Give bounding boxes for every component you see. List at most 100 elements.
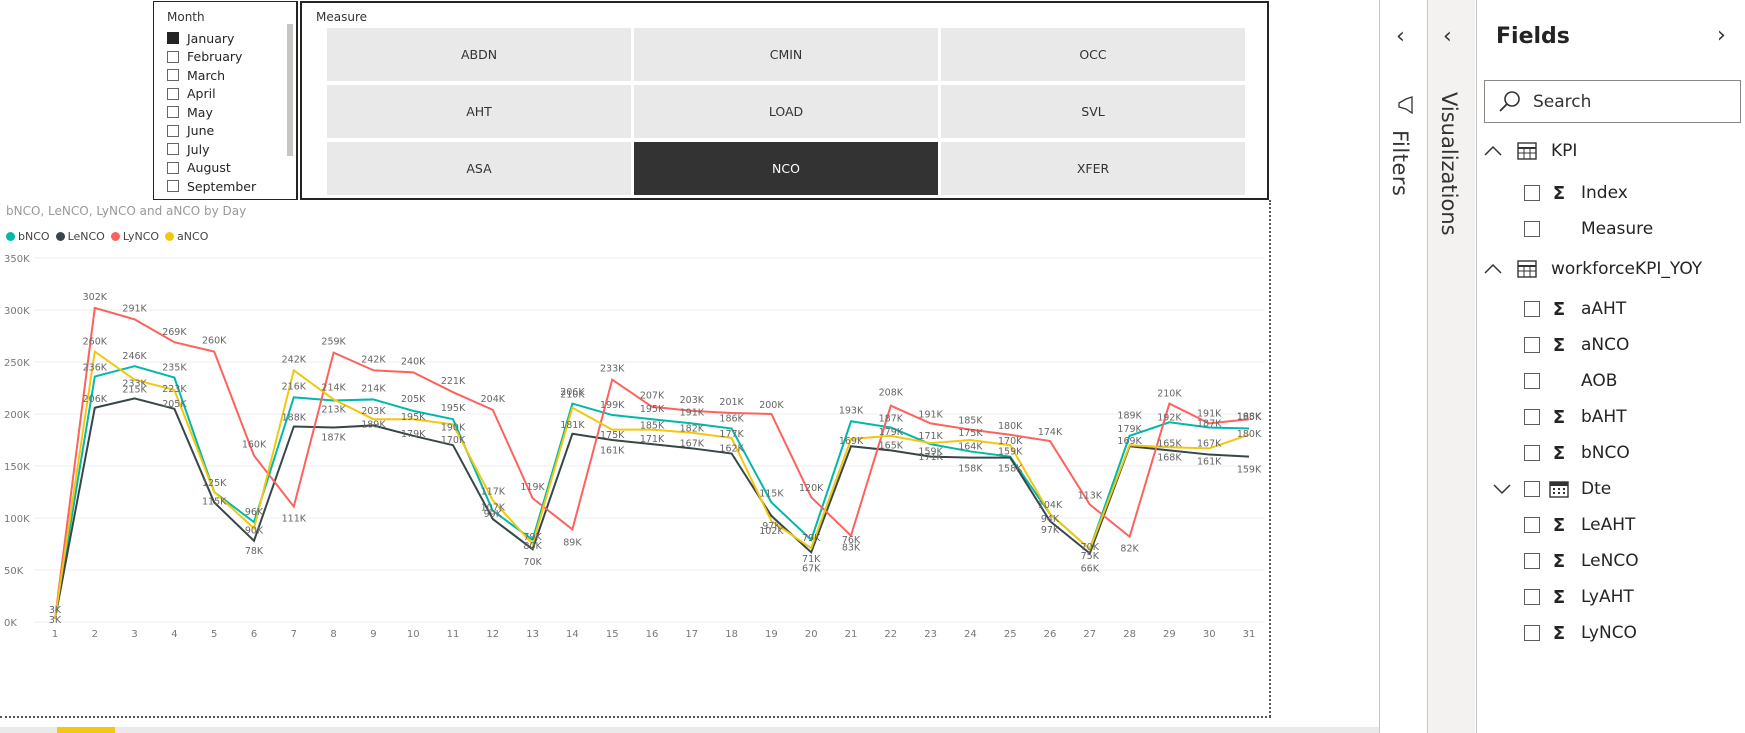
measure-button-xfer[interactable]: XFER <box>941 142 1245 195</box>
measure-button-occ[interactable]: OCC <box>941 28 1245 81</box>
month-option-march[interactable]: March <box>167 66 225 84</box>
field-checkbox[interactable] <box>1524 409 1540 425</box>
field-table-label: workforceKPI_YOY <box>1551 259 1703 279</box>
fields-collapse-chevron-icon[interactable]: › <box>1717 23 1726 48</box>
month-slicer-title: Month <box>167 10 205 24</box>
field-checkbox[interactable] <box>1524 221 1540 237</box>
field-checkbox[interactable] <box>1524 481 1540 497</box>
field-measure[interactable]: ΣMeasure <box>1524 214 1653 244</box>
month-checkbox[interactable] <box>167 50 179 63</box>
field-checkbox[interactable] <box>1524 589 1540 605</box>
field-checkbox[interactable] <box>1524 553 1540 569</box>
pane-divider <box>1379 0 1380 733</box>
month-checkbox[interactable] <box>167 69 179 81</box>
field-checkbox[interactable] <box>1524 373 1540 389</box>
data-label: 207K <box>640 391 665 402</box>
legend-item-bnco[interactable]: bNCO <box>6 230 50 243</box>
field-checkbox[interactable] <box>1524 185 1540 201</box>
visualizations-pane-label[interactable]: Visualizations <box>1437 92 1461 236</box>
month-option-april[interactable]: April <box>167 85 216 103</box>
field-lenco[interactable]: Σ LeNCO <box>1524 546 1639 576</box>
month-checkbox[interactable] <box>167 161 179 174</box>
x-tick-label: 18 <box>725 629 738 640</box>
data-label: 201K <box>719 397 744 408</box>
fields-search-input[interactable] <box>1531 90 1725 113</box>
data-label: 206K <box>560 387 585 398</box>
data-label: 66K <box>1081 563 1100 574</box>
month-checkbox[interactable] <box>167 143 179 155</box>
visualizations-expand-chevron-icon[interactable]: ‹ <box>1443 24 1452 49</box>
field-aob[interactable]: ΣAOB <box>1524 366 1617 396</box>
field-leaht[interactable]: Σ LeAHT <box>1524 510 1635 540</box>
field-table-kpi[interactable]: KPI <box>1483 136 1577 166</box>
data-label: 71K <box>802 554 821 565</box>
month-option-label: September <box>187 178 257 194</box>
field-label: LeNCO <box>1581 551 1639 571</box>
month-checkbox[interactable] <box>167 32 179 44</box>
page-scrollbar[interactable] <box>0 727 1430 733</box>
month-option-february[interactable]: February <box>167 48 242 66</box>
data-label: 171K <box>918 431 943 442</box>
month-option-january[interactable]: January <box>167 29 234 47</box>
legend-marker <box>165 232 175 241</box>
field-lynco[interactable]: Σ LyNCO <box>1524 618 1637 648</box>
month-option-june[interactable]: June <box>167 122 214 140</box>
measure-button-load[interactable]: LOAD <box>634 85 938 138</box>
x-tick-label: 14 <box>566 629 579 640</box>
filters-pane-label[interactable]: Filters <box>1388 130 1412 197</box>
calendar-icon <box>1549 481 1569 498</box>
month-slicer-scrollbar[interactable] <box>287 24 293 156</box>
measure-button-aht[interactable]: AHT <box>327 85 631 138</box>
filters-pane[interactable]: ‹ Filters <box>1380 0 1427 733</box>
measure-button-asa[interactable]: ASA <box>327 142 631 195</box>
y-tick-label: 150K <box>4 462 30 473</box>
visualizations-pane[interactable]: ‹ Visualizations <box>1428 0 1475 733</box>
month-option-may[interactable]: May <box>167 103 213 121</box>
legend-item-anco[interactable]: aNCO <box>165 230 208 243</box>
x-tick-label: 25 <box>1004 629 1017 640</box>
measure-button-cmin[interactable]: CMIN <box>634 28 938 81</box>
field-lyaht[interactable]: Σ LyAHT <box>1524 582 1634 612</box>
field-checkbox[interactable] <box>1524 625 1540 641</box>
x-tick-label: 9 <box>370 629 376 640</box>
collapse-chevron-icon[interactable] <box>1483 262 1503 276</box>
data-label: 161K <box>600 446 625 457</box>
month-option-september[interactable]: September <box>167 177 256 195</box>
data-label: 3K <box>49 615 62 626</box>
field-checkbox[interactable] <box>1524 301 1540 317</box>
data-label: 115K <box>759 488 784 499</box>
data-label: 170K <box>441 435 466 446</box>
filters-expand-chevron-icon[interactable]: ‹ <box>1396 24 1405 49</box>
field-checkbox[interactable] <box>1524 517 1540 533</box>
month-checkbox[interactable] <box>167 180 179 192</box>
field-checkbox[interactable] <box>1524 337 1540 353</box>
data-label: 191K <box>1197 408 1222 419</box>
data-label: 192K <box>1157 412 1182 423</box>
data-label: 70K <box>523 557 542 568</box>
measure-button-nco[interactable]: NCO <box>634 142 938 195</box>
data-label: 203K <box>361 406 386 417</box>
measure-button-svl[interactable]: SVL <box>941 85 1245 138</box>
fields-search-box[interactable] <box>1484 80 1741 123</box>
sigma-icon: Σ <box>1552 622 1566 644</box>
page-tab-indicator[interactable] <box>57 727 115 733</box>
measure-button-abdn[interactable]: ABDN <box>327 28 631 81</box>
x-tick-label: 2 <box>92 629 98 640</box>
field-table-workforcekpi_yoy[interactable]: workforceKPI_YOY <box>1483 254 1702 284</box>
month-checkbox[interactable] <box>167 106 179 118</box>
month-checkbox[interactable] <box>167 124 179 137</box>
legend-item-lynco[interactable]: LyNCO <box>110 230 159 243</box>
field-index[interactable]: Σ Index <box>1524 178 1628 208</box>
legend-item-lenco[interactable]: LeNCO <box>55 230 105 243</box>
month-checkbox[interactable] <box>167 87 179 100</box>
field-dte[interactable]: Dte <box>1492 474 1611 504</box>
collapse-chevron-icon[interactable] <box>1483 144 1503 158</box>
month-option-july[interactable]: July <box>167 140 209 158</box>
expand-chevron-icon[interactable] <box>1492 482 1512 496</box>
field-checkbox[interactable] <box>1524 445 1540 461</box>
month-option-august[interactable]: August <box>167 159 231 177</box>
